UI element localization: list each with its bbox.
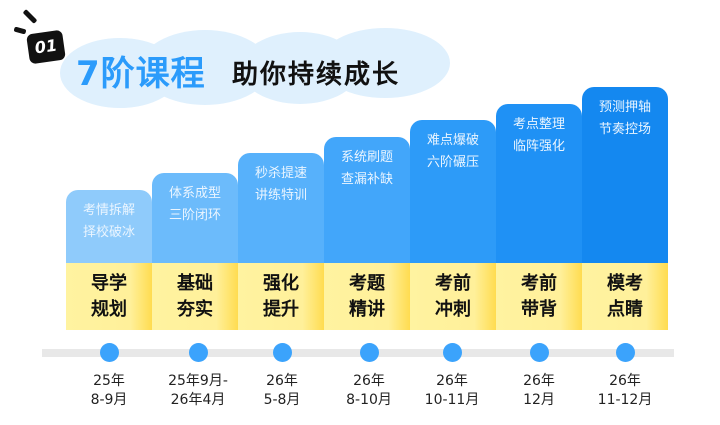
stage-name-line: 带背 — [521, 299, 557, 320]
stage-name: 模考 点睛 — [582, 263, 668, 330]
stage-name-line: 点睛 — [607, 299, 643, 320]
stage-desc: 六阶碾压 — [426, 155, 479, 170]
timeline-dot — [530, 343, 549, 362]
badge-ray — [13, 26, 27, 35]
stage-name: 考题 精讲 — [324, 263, 410, 330]
stage-desc: 三阶闭环 — [168, 208, 221, 223]
stage-date: 26年 5-8月 — [237, 372, 327, 410]
stage-bar: 秒杀提速 讲练特训 — [238, 153, 324, 263]
stage-name-line: 规划 — [91, 299, 127, 320]
stage-desc: 节奏控场 — [598, 122, 651, 137]
date-line: 26年 — [523, 373, 555, 389]
date-line: 25年 — [93, 373, 125, 389]
date-line: 26年 — [353, 373, 385, 389]
stage-name: 考前 带背 — [496, 263, 582, 330]
stage-bar: 考点整理 临阵强化 — [496, 104, 582, 263]
stage-bar: 体系成型 三阶闭环 — [152, 173, 238, 263]
stage-desc: 查漏补缺 — [340, 172, 393, 187]
stage-desc: 预测押轴 — [598, 100, 651, 115]
date-line: 5-8月 — [263, 392, 301, 408]
stage-name-line: 考前 — [521, 273, 557, 294]
date-line: 8-10月 — [346, 392, 392, 408]
badge-ray — [22, 9, 38, 24]
stage-name-line: 提升 — [263, 299, 299, 320]
stage-desc: 临阵强化 — [512, 139, 565, 154]
stage-desc: 难点爆破 — [426, 133, 479, 148]
stage-desc: 系统刷题 — [340, 150, 393, 165]
stage-date: 26年 8-10月 — [324, 372, 414, 410]
stage-desc: 考情拆解 — [82, 203, 135, 218]
stage-name-line: 精讲 — [349, 299, 385, 320]
timeline-dot — [360, 343, 379, 362]
date-line: 11-12月 — [597, 392, 653, 408]
stage-date: 26年 10-11月 — [407, 372, 497, 410]
stage-bar: 考情拆解 择校破冰 — [66, 190, 152, 263]
stage-name-line: 考前 — [435, 273, 471, 294]
timeline-dot — [100, 343, 119, 362]
date-line: 12月 — [523, 392, 555, 408]
date-line: 10-11月 — [424, 392, 480, 408]
stage-bar: 系统刷题 查漏补缺 — [324, 137, 410, 263]
timeline-track — [42, 349, 674, 357]
stage-name-line: 考题 — [349, 273, 385, 294]
date-line: 26年 — [266, 373, 298, 389]
date-line: 26年4月 — [170, 392, 226, 408]
stage-name-line: 模考 — [607, 273, 643, 294]
date-line: 25年9月- — [168, 373, 228, 389]
stage-bar: 难点爆破 六阶碾压 — [410, 120, 496, 263]
stage-desc: 秒杀提速 — [254, 166, 307, 181]
stage-name: 导学 规划 — [66, 263, 152, 330]
step-badge: 01 — [26, 29, 66, 65]
page-subtitle: 助你持续成长 — [232, 60, 401, 90]
stage-name-line: 基础 — [177, 273, 213, 294]
date-line: 26年 — [436, 373, 468, 389]
timeline-dot — [443, 343, 462, 362]
stage-name: 强化 提升 — [238, 263, 324, 330]
stage-name-line: 导学 — [91, 273, 127, 294]
stage-date: 26年 11-12月 — [580, 372, 670, 410]
timeline-dot — [616, 343, 635, 362]
stage-name: 基础 夯实 — [152, 263, 238, 330]
stage-date: 25年 8-9月 — [64, 372, 154, 410]
date-line: 8-9月 — [90, 392, 128, 408]
stage-date: 26年 12月 — [494, 372, 584, 410]
stage-date: 25年9月- 26年4月 — [153, 372, 243, 410]
stage-desc: 择校破冰 — [82, 225, 135, 240]
timeline-dot — [273, 343, 292, 362]
stage-name-line: 冲刺 — [435, 299, 471, 320]
stage-desc: 考点整理 — [512, 117, 565, 132]
stage-bar: 预测押轴 节奏控场 — [582, 87, 668, 263]
stage-desc: 讲练特训 — [254, 188, 307, 203]
date-line: 26年 — [609, 373, 641, 389]
stage-name-line: 夯实 — [177, 299, 213, 320]
stage-name-line: 强化 — [263, 273, 299, 294]
timeline-dot — [189, 343, 208, 362]
stage-desc: 体系成型 — [168, 186, 221, 201]
page-title: 7阶课程 — [76, 54, 206, 94]
stage-name: 考前 冲刺 — [410, 263, 496, 330]
